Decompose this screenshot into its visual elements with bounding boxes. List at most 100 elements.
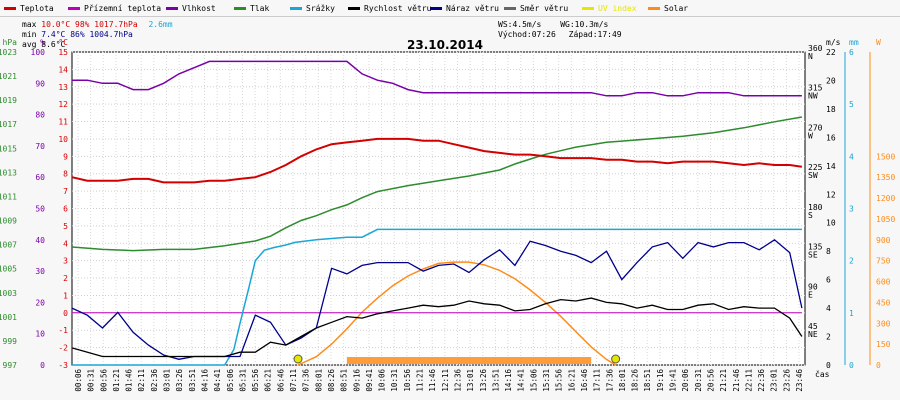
x-tick-label: 10:06	[378, 369, 387, 392]
legend-label: UV index	[598, 4, 637, 13]
axis-mm-tick: 4	[849, 152, 854, 161]
x-tick-label: 05:31	[238, 369, 247, 392]
axis-ms-tick: 6	[826, 276, 831, 285]
x-tick-label: 21:21	[719, 369, 728, 392]
legend-label: Náraz větru	[446, 4, 499, 13]
axis-pct-tick: 90	[35, 79, 45, 88]
axis-dir-name: W	[808, 131, 813, 140]
axis-w-label: W	[876, 38, 881, 47]
axis-pct-tick: 30	[35, 267, 45, 276]
axis-w-tick: 1050	[876, 215, 895, 224]
chart-title: 23.10.2014	[407, 38, 483, 52]
series-humidity	[72, 60, 802, 97]
axis-hpa-tick: 1019	[0, 96, 17, 105]
x-tick-label: 19:41	[669, 369, 678, 392]
axis-dir-deg: 45	[808, 322, 818, 331]
axis-hpa-tick: 997	[3, 361, 18, 370]
stats-max-press: 1017.7hPa	[94, 20, 138, 29]
x-tick-label: 22:11	[744, 369, 753, 392]
x-tick-label: 14:41	[517, 369, 526, 392]
axis-pct-tick: 10	[35, 330, 45, 339]
stats-avg-label: avg	[22, 40, 37, 49]
wind-info: WS:4.5m/s WG:10.3m/s Východ:07:26 Západ:…	[498, 20, 622, 40]
axis-w-tick: 900	[876, 236, 891, 245]
x-tick-label: 15:56	[555, 369, 564, 392]
axis-pct-tick: 20	[35, 298, 45, 307]
x-tick-label: 15:06	[529, 369, 538, 392]
axis-ms-tick: 12	[826, 190, 836, 199]
axis-temp-tick: 3	[63, 257, 68, 266]
x-tick-label: 09:16	[352, 369, 361, 392]
axis-temp-tick: 13	[58, 83, 68, 92]
x-tick-label: 03:01	[163, 369, 172, 392]
axis-temp-tick: 2	[63, 274, 68, 283]
axis-w-tick: 750	[876, 257, 891, 266]
x-tick-label: 09:41	[365, 369, 374, 392]
x-tick-label: 19:16	[656, 369, 665, 392]
legend-label: Srážky	[306, 4, 335, 13]
x-tick-label: 17:11	[593, 369, 602, 392]
axis-hpa-tick: 1005	[0, 265, 17, 274]
axis-hpa-tick: 999	[3, 337, 18, 346]
x-tick-label: 20:06	[681, 369, 690, 392]
axis-w-tick: 0	[876, 361, 881, 370]
axis-dir-name: S	[808, 211, 813, 220]
x-tick-label: 06:46	[276, 369, 285, 392]
legend-swatch	[348, 7, 360, 10]
axis-w-tick: 1200	[876, 194, 895, 203]
axis-ms-tick: 2	[826, 333, 831, 342]
legend-item: Teplota	[4, 4, 54, 13]
axis-mm-tick: 0	[849, 361, 854, 370]
x-tick-label: 01:21	[112, 369, 121, 392]
axis-mm-tick: 2	[849, 257, 854, 266]
axis-temp-tick: 11	[58, 118, 68, 127]
axis-pct-tick: 40	[35, 236, 45, 245]
axis-ms-tick: 18	[826, 105, 836, 114]
x-tick-label: 07:11	[289, 369, 298, 392]
axis-dir-deg: 315	[808, 84, 823, 93]
x-tick-label: 01:46	[125, 369, 134, 392]
axis-temp-tick: 4	[63, 239, 68, 248]
x-tick-label: 06:21	[264, 369, 273, 392]
axis-pct-label: %	[40, 38, 45, 47]
series-wind-speed	[71, 297, 803, 358]
x-tick-label: 04:41	[213, 369, 222, 392]
x-tick-label: 14:16	[504, 369, 513, 392]
x-tick-label: 13:26	[479, 369, 488, 392]
legend-label: Tlak	[250, 4, 270, 13]
stats-avg: avg 8.6°C	[22, 40, 65, 49]
axis-w-tick: 450	[876, 298, 891, 307]
x-tick-label: 05:56	[251, 369, 260, 392]
axis-hpa-tick: 1007	[0, 241, 17, 250]
legend-item: Tlak	[234, 4, 269, 13]
axis-dir-deg: 135	[808, 243, 823, 252]
axis-dir-name: NW	[808, 92, 818, 101]
legend-label: Vlhkost	[182, 4, 216, 13]
x-tick-label: 00:56	[99, 369, 108, 392]
axis-pct-tick: 0	[40, 361, 45, 370]
axis-temp-tick: 5	[63, 222, 68, 231]
legend-label: Rychlost větru	[364, 4, 432, 13]
axis-dir-name: E	[808, 290, 813, 299]
x-tick-label: 20:31	[694, 369, 703, 392]
axis-temp-label: °C	[58, 38, 68, 47]
x-tick-label: 18:26	[631, 369, 640, 392]
axis-ms-tick: 20	[826, 76, 836, 85]
x-tick-label: 04:16	[200, 369, 209, 392]
legend-item: Solar	[648, 4, 688, 13]
wind-wg: WG:10.3m/s	[560, 20, 609, 29]
legend-item: Srážky	[290, 4, 335, 13]
axis-temp-tick: 12	[58, 100, 68, 109]
axis-w-tick: 300	[876, 319, 891, 328]
legend-item: Náraz větru	[430, 4, 499, 13]
axis-ms-tick: 0	[826, 361, 831, 370]
legend-swatch	[68, 7, 80, 10]
legend-label: Přízemní teplota	[84, 4, 162, 13]
axis-hpa-tick: 1013	[0, 168, 17, 177]
axis-mm-tick: 1	[849, 309, 854, 318]
legend-item: Směr větru	[504, 4, 568, 13]
axis-temp-tick: -3	[58, 361, 68, 370]
axis-dir-name: SE	[808, 251, 818, 260]
axis-dir-deg: 360	[808, 44, 823, 53]
